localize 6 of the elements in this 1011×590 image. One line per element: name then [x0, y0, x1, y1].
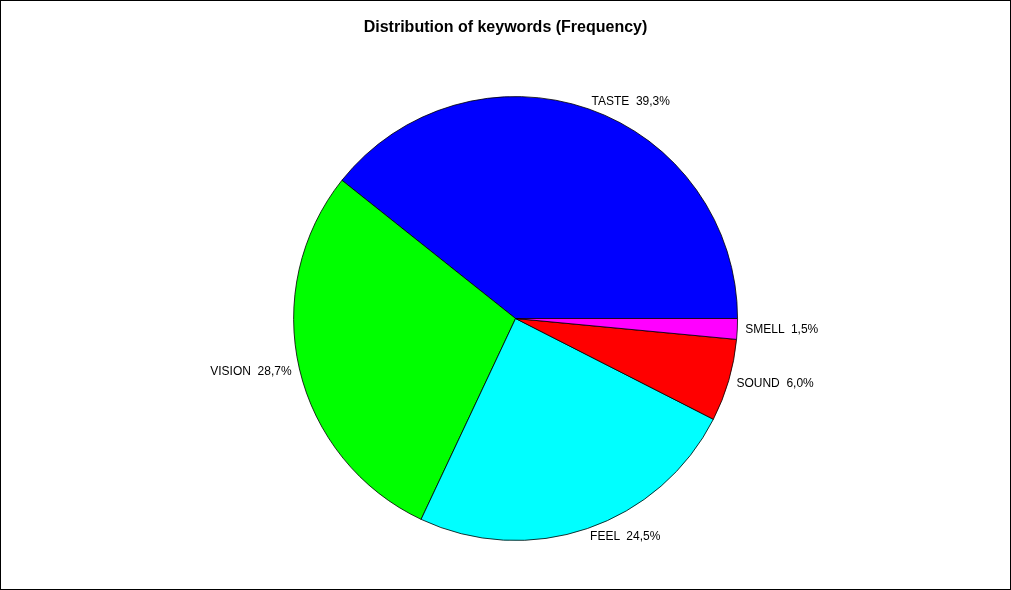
- slice-label: SOUND 6,0%: [736, 375, 815, 390]
- slice-label: TASTE 39,3%: [591, 94, 671, 109]
- slice-label: SMELL 1,5%: [745, 322, 819, 337]
- chart-title: Distribution of keywords (Frequency): [363, 17, 648, 35]
- slice-label: VISION 28,7%: [210, 363, 292, 378]
- slice-label: FEEL 24,5%: [590, 529, 661, 544]
